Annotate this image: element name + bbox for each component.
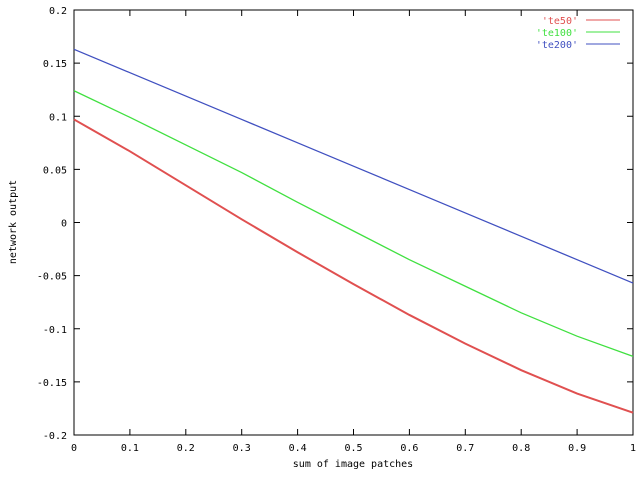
x-tick-label: 0.1 (121, 443, 139, 454)
y-tick-label: -0.05 (37, 272, 67, 283)
x-tick-label: 0.2 (177, 443, 195, 454)
series-lines (73, 48, 634, 414)
x-axis-label: sum of image patches (293, 459, 413, 470)
y-axis-label: network output (8, 180, 19, 264)
axes: 0 0.1 0.2 0.3 0.4 0.5 0.6 0.7 0.8 0.9 1 -0.2 -0.15 -0… (37, 6, 636, 454)
y-tick-label: -0.15 (37, 378, 67, 389)
x-tick-label: 1 (630, 443, 636, 454)
x-tick-label: 0.4 (289, 443, 307, 454)
x-tick-label: 0.8 (512, 443, 530, 454)
legend-label-0: 'te50' (542, 16, 578, 27)
y-tick-label: 0.05 (43, 165, 67, 176)
legend-label-2: 'te200' (536, 40, 578, 51)
plot-frame (73, 9, 634, 436)
legend: 'te50''te100''te200' (536, 16, 620, 51)
x-tick-label: 0.7 (456, 443, 474, 454)
y-tick-label: -0.2 (43, 431, 67, 442)
y-tick-label: 0.2 (49, 6, 67, 17)
y-tick-label: 0 (61, 219, 67, 230)
x-tick-label: 0.9 (568, 443, 586, 454)
x-tick-label: 0.6 (400, 443, 418, 454)
legend-label-1: 'te100' (536, 28, 578, 39)
x-tick-label: 0.5 (344, 443, 362, 454)
series-line-0 (73, 118, 634, 414)
y-tick-label: -0.1 (43, 325, 67, 336)
y-tick-label: 0.15 (43, 59, 67, 70)
series-line-1 (73, 90, 634, 357)
x-tick-label: 0.3 (233, 443, 251, 454)
y-tick-label: 0.1 (49, 112, 67, 123)
x-tick-label: 0 (71, 443, 77, 454)
series-line-2 (73, 48, 634, 284)
